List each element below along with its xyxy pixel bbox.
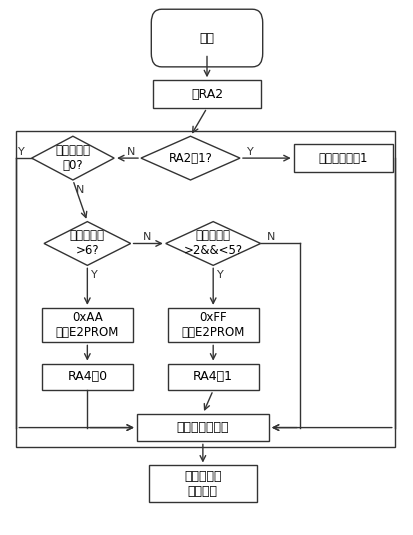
- Polygon shape: [141, 136, 240, 180]
- Text: 通信计数器
>6?: 通信计数器 >6?: [70, 230, 104, 257]
- Text: Y: Y: [246, 147, 253, 157]
- FancyBboxPatch shape: [42, 364, 133, 390]
- Text: Y: Y: [18, 147, 25, 157]
- Text: N: N: [76, 185, 84, 195]
- FancyBboxPatch shape: [137, 414, 268, 441]
- Text: 0xFF
写入E2PROM: 0xFF 写入E2PROM: [181, 311, 244, 339]
- Text: 通信计数器加1: 通信计数器加1: [318, 151, 367, 165]
- Text: N: N: [266, 232, 275, 242]
- FancyBboxPatch shape: [42, 308, 133, 342]
- FancyBboxPatch shape: [149, 465, 256, 502]
- Polygon shape: [165, 221, 260, 265]
- Text: 0xAA
写入E2PROM: 0xAA 写入E2PROM: [55, 311, 119, 339]
- FancyBboxPatch shape: [167, 364, 258, 390]
- Text: 进入低功耗
睡眠模式: 进入低功耗 睡眠模式: [184, 470, 221, 498]
- Text: 通信计数器
>2&&<5?: 通信计数器 >2&&<5?: [183, 230, 242, 257]
- Text: 读RA2: 读RA2: [190, 88, 223, 101]
- Polygon shape: [31, 136, 114, 180]
- FancyBboxPatch shape: [151, 9, 262, 67]
- Text: N: N: [142, 232, 151, 242]
- Text: Y: Y: [217, 270, 223, 280]
- Text: RA4＝0: RA4＝0: [67, 370, 107, 384]
- Text: 开始: 开始: [199, 32, 214, 44]
- Text: 通信计数器清零: 通信计数器清零: [176, 421, 228, 434]
- FancyBboxPatch shape: [293, 144, 392, 172]
- Polygon shape: [44, 221, 131, 265]
- FancyBboxPatch shape: [167, 308, 258, 342]
- FancyBboxPatch shape: [153, 80, 260, 108]
- Text: RA2＝1?: RA2＝1?: [168, 151, 212, 165]
- Text: N: N: [126, 147, 135, 157]
- Text: Y: Y: [91, 270, 98, 280]
- Text: RA4＝1: RA4＝1: [193, 370, 233, 384]
- Text: 通信计数器
＝0?: 通信计数器 ＝0?: [55, 144, 90, 172]
